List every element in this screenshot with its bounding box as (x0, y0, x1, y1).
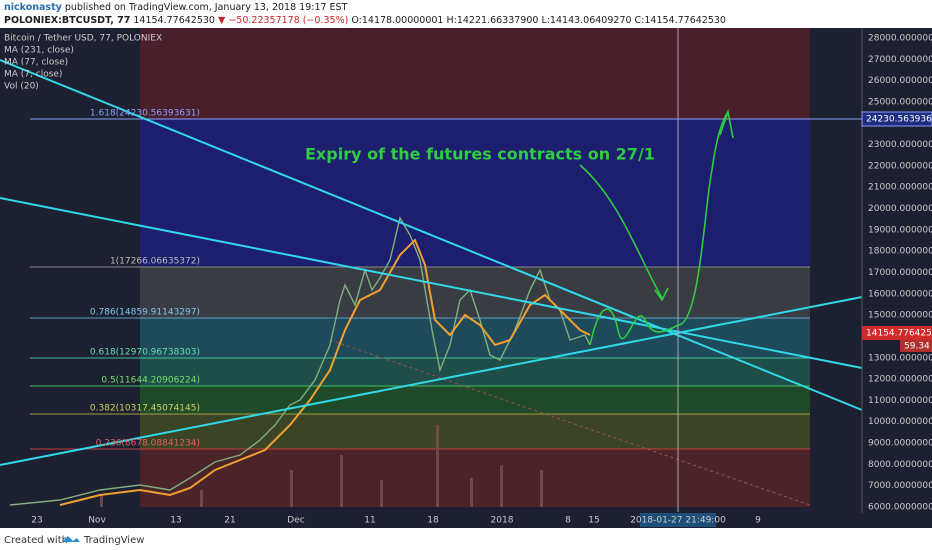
symbol: POLONIEX:BTCUSDT, 77 (4, 15, 131, 26)
time-tick-label: 2018-01-27 21:49:00 (630, 516, 726, 526)
projection (589, 111, 729, 346)
legend: Bitcoin / Tether USD, 77, POLONIEX MA (23… (4, 34, 162, 92)
fib-label: 0.786(14859.91143297) (90, 308, 200, 318)
logo (62, 536, 80, 542)
price-ticks: 28000.00000000 27000.00000000 26000.000000… (868, 34, 932, 513)
label-box (862, 326, 932, 340)
price-tick-label: 28000.00000000 (868, 34, 932, 44)
time-tick-label: Dec (287, 516, 304, 526)
trend-line (0, 296, 863, 466)
time-ticks: 23 Nov 13 21 Dec 11 18 2018 8 15 2018-01-27 21:49:… (31, 516, 761, 526)
legend-item: MA (231, close) (4, 46, 74, 56)
arrow (719, 108, 734, 139)
price-tick-label: 26000.00000000 (868, 76, 932, 86)
time-tick-label: 2018 (491, 516, 514, 526)
zone (140, 449, 810, 507)
footer-text: Created with (4, 535, 68, 546)
fib-label: 0.618(12970.96738303) (90, 348, 200, 358)
price-tick-label: 6000.00000000 (868, 503, 932, 513)
price-tick-label: 7000.00000000 (868, 481, 932, 491)
zone (140, 318, 810, 358)
price-tick-label: 27000.00000000 (868, 55, 932, 65)
last: 14154.77642530 (133, 15, 215, 26)
fib-label: 1(17266.06635372) (110, 257, 200, 267)
time-tick-label: 11 (364, 516, 375, 526)
price-tick-label: 15000.00000000 (868, 311, 932, 321)
legend-item: Vol (20) (4, 82, 39, 92)
trend-line (0, 59, 863, 411)
price-tick-label: 23000.00000000 (868, 140, 932, 150)
fib-lines (30, 118, 862, 450)
time-tick-label: 13 (170, 516, 181, 526)
price-axis (862, 28, 932, 513)
time-axis (0, 513, 932, 528)
legend-item: MA (7, close) (4, 70, 62, 80)
last-price: 14154.77642530 (866, 329, 932, 339)
volume (100, 425, 543, 507)
fib-label: 0.382(10317.45074145) (90, 404, 200, 414)
price-tick-label: 16000.00000000 (868, 289, 932, 299)
label-box (861, 111, 932, 127)
price-tick-label: 12000.00000000 (868, 375, 932, 385)
price-tick-label: 17000.00000000 (868, 268, 932, 278)
price-tick-label: 21000.00000000 (868, 183, 932, 193)
price-tick-label: 18000.00000000 (868, 247, 932, 257)
label-box (640, 513, 716, 527)
time-tick-label: 9 (755, 516, 761, 526)
price-tick-label: 20000.00000000 (868, 204, 932, 214)
price (9, 216, 591, 506)
time-tick-label: 23 (31, 516, 42, 526)
label-box (900, 340, 932, 352)
price-tick-label: 19000.00000000 (868, 225, 932, 235)
time-tick-label: 21 (224, 516, 235, 526)
price-tick-label: 9000.00000000 (868, 439, 932, 449)
price-tick-label: 8000.00000000 (868, 460, 932, 470)
price-tick-label: 25000.00000000 (868, 97, 932, 107)
trend-line (0, 197, 863, 369)
zone (140, 28, 810, 119)
zone (140, 119, 810, 267)
author-line: nickonasty published on TradingView.com,… (4, 2, 347, 13)
moving-average (59, 238, 591, 506)
time-tick-label: 8 (565, 516, 571, 526)
price-tick-label: 13000.00000000 (868, 353, 932, 363)
time-tick-label: 18 (427, 516, 439, 526)
fib-label: 0.236(8678.08841234) (96, 439, 200, 449)
zone (140, 414, 810, 449)
fib-labels: 1.618(24230.56393631) 1(17266.06635372) 0.… (90, 109, 200, 449)
price-tick-label: 22000.00000000 (868, 161, 932, 171)
ohlc: O:14178.00000001 H:14221.66337900 L:1414… (351, 15, 726, 26)
arrow (579, 164, 669, 302)
zone (140, 386, 810, 414)
price-tick-label: 10000.00000000 (868, 417, 932, 427)
volume-label: 59.34 (904, 342, 930, 352)
annotation: Expiry of the futures contracts on 27/1 (305, 145, 655, 164)
time-tick-label: 15 (588, 516, 599, 526)
time-tick-label: Nov (88, 516, 106, 526)
price-tick-label: 11000.00000000 (868, 396, 932, 406)
change: ▼ −50.22357178 (−0.35%) (218, 15, 349, 26)
fib-price: 24230.56393631 (866, 115, 932, 125)
fib-label: 1.618(24230.56393631) (90, 109, 200, 119)
author: nickonasty (4, 2, 62, 13)
dashed-line (329, 339, 811, 506)
published: published on TradingView.com, January 13… (64, 2, 348, 13)
footer-brand: TradingView (83, 535, 144, 546)
fib-label: 0.5(11644.20906224) (101, 376, 200, 386)
legend-item: MA (77, close) (4, 58, 68, 68)
symbol-line: POLONIEX:BTCUSDT, 77 14154.77642530 ▼ −5… (4, 15, 726, 26)
legend-item: Bitcoin / Tether USD, 77, POLONIEX (4, 34, 162, 44)
